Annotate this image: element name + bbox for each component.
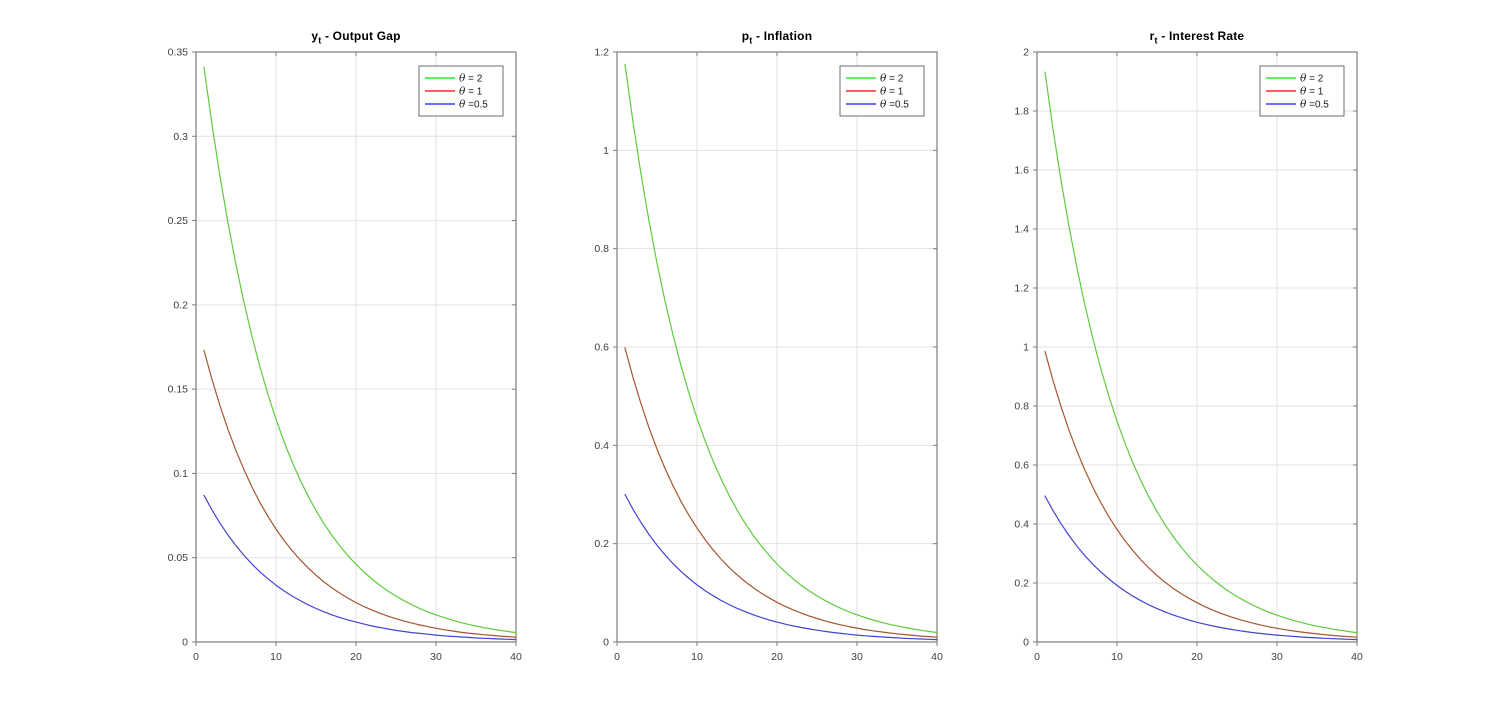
- y-tick-label: 0.35: [168, 47, 189, 59]
- x-tick-label: 0: [193, 651, 199, 663]
- panel-inflation: pt - Inflation 0 10 20 30 40 0 0.2 0.4 0.6 0.8 1 1.…: [551, 20, 951, 700]
- x-tick-label: 20: [771, 651, 783, 663]
- x-tick-label: 40: [931, 651, 943, 663]
- y-tick-label: 0.25: [168, 215, 189, 227]
- x-tick-label: 10: [691, 651, 703, 663]
- curve-theta-1: [203, 349, 517, 638]
- legend-label-theta-1: θ = 1: [459, 86, 483, 98]
- legend-label-theta-0p5: θ =0.5: [1300, 99, 1329, 111]
- y-tick-label: 0.8: [594, 243, 609, 255]
- legend-label-theta-1: θ = 1: [880, 86, 904, 98]
- y-tick-label: 1.6: [1014, 165, 1029, 177]
- y-tick-label: 0.15: [168, 384, 189, 396]
- y-tick-label: 0.2: [173, 299, 188, 311]
- y-tick-label: 1.2: [594, 47, 609, 59]
- y-tick-label: 0.6: [1014, 460, 1029, 472]
- x-tick-label: 40: [1351, 651, 1363, 663]
- x-tick-label: 0: [1034, 651, 1040, 663]
- y-tick-label: 0.8: [1014, 401, 1029, 413]
- y-tick-label: 0.4: [594, 440, 609, 452]
- legend-label-theta-2: θ = 2: [1300, 73, 1324, 85]
- x-tick-label: 30: [1271, 651, 1283, 663]
- plot-area-interest-rate: 0 10 20 30 40 0 0.2 0.4 0.6 0.8 1 1.2 1.4 1.6 1.8 2 θ = …: [1014, 47, 1363, 664]
- y-tick-label: 0: [182, 637, 188, 649]
- curve-theta-0p5: [1044, 495, 1358, 641]
- panel-output-gap: yt - Output Gap 0 10 20 30 40 0 0.05 0.1 0.15 0.2…: [130, 20, 530, 700]
- x-tick-label: 0: [614, 651, 620, 663]
- curve-theta-1: [1044, 350, 1358, 638]
- x-tick-label: 40: [510, 651, 522, 663]
- y-tick-label: 0: [603, 637, 609, 649]
- y-tick-label: 1.8: [1014, 106, 1029, 118]
- y-tick-label: 0.05: [168, 552, 189, 564]
- y-tick-label: 1.2: [1014, 283, 1029, 295]
- y-tick-label: 0.2: [1014, 578, 1029, 590]
- legend-label-theta-2: θ = 2: [880, 73, 904, 85]
- panel-title-output-gap: yt - Output Gap: [311, 29, 401, 46]
- legend-label-theta-0p5: θ =0.5: [880, 99, 909, 111]
- y-tick-label: 0.2: [594, 538, 609, 550]
- legend-label-theta-0p5: θ =0.5: [459, 99, 488, 111]
- legend-label-theta-2: θ = 2: [459, 73, 483, 85]
- y-tick-label: 0.4: [1014, 519, 1029, 531]
- legend-label-theta-1: θ = 1: [1300, 86, 1324, 98]
- x-tick-label: 30: [851, 651, 863, 663]
- x-tick-label: 10: [1111, 651, 1123, 663]
- x-tick-label: 20: [350, 651, 362, 663]
- y-tick-label: 1: [1023, 342, 1029, 354]
- curve-theta-2: [203, 66, 517, 634]
- y-tick-label: 1.4: [1014, 224, 1029, 236]
- panel-interest-rate: rt - Interest Rate 0 10 20 30 40 0 0.2 0.4 0.6 0.…: [971, 20, 1371, 700]
- x-tick-label: 30: [430, 651, 442, 663]
- curve-theta-1: [624, 347, 938, 638]
- y-tick-label: 2: [1023, 47, 1029, 59]
- y-tick-label: 0.6: [594, 342, 609, 354]
- y-tick-label: 1: [603, 145, 609, 157]
- y-tick-label: 0.1: [173, 468, 188, 480]
- panel-title-interest-rate: rt - Interest Rate: [1149, 29, 1245, 46]
- y-tick-label: 0.3: [173, 131, 188, 143]
- x-tick-label: 20: [1191, 651, 1203, 663]
- panel-title-inflation: pt - Inflation: [741, 29, 813, 46]
- plot-area-output-gap: 0 10 20 30 40 0 0.05 0.1 0.15 0.2 0.25 0.3 0.35 θ = 2…: [168, 47, 522, 664]
- x-tick-label: 10: [270, 651, 282, 663]
- curve-theta-2: [624, 63, 938, 634]
- curve-theta-0p5: [203, 494, 517, 641]
- y-tick-label: 0: [1023, 637, 1029, 649]
- plot-area-inflation: 0 10 20 30 40 0 0.2 0.4 0.6 0.8 1 1.2 θ = 2θ = 1θ =0…: [594, 47, 943, 664]
- curve-theta-0p5: [624, 493, 938, 641]
- curve-theta-2: [1044, 71, 1358, 634]
